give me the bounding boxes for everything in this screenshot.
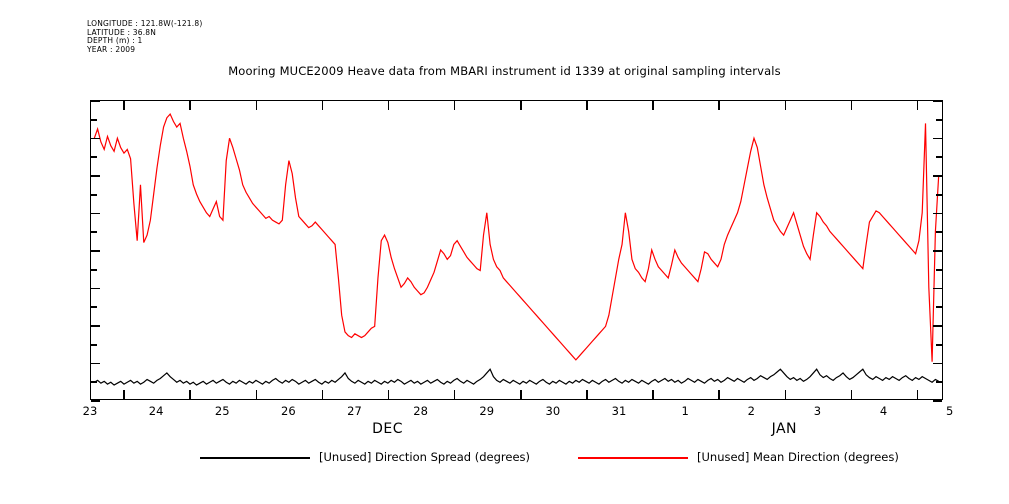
metadata-longitude: LONGITUDE : 121.8W(-121.8)	[87, 19, 203, 28]
y-axis-tick	[933, 100, 942, 102]
data-series-line	[94, 369, 938, 385]
x-axis-tick	[850, 101, 853, 110]
x-axis-tick-label: 4	[879, 404, 888, 418]
x-axis-tick	[520, 101, 522, 110]
x-axis-tick	[916, 101, 919, 110]
plot-area	[90, 100, 943, 402]
y-axis-minor-tick	[91, 156, 97, 159]
legend-label: [Unused] Mean Direction (degrees)	[697, 450, 899, 465]
y-axis-minor-tick	[936, 381, 942, 384]
x-axis-tick	[520, 390, 522, 399]
y-axis-tick	[91, 325, 100, 327]
x-axis-tick	[123, 390, 125, 399]
y-axis-tick	[91, 250, 100, 252]
x-axis-tick-label: 27	[347, 404, 362, 418]
x-axis-tick	[453, 390, 456, 399]
metadata-depth: DEPTH (m) : 1	[87, 36, 143, 46]
y-axis-tick	[91, 400, 100, 402]
y-axis-tick	[933, 287, 942, 290]
x-axis-tick-label: 3	[813, 404, 822, 418]
y-axis-minor-tick	[91, 268, 97, 271]
y-axis-minor-tick	[936, 118, 942, 121]
y-axis-tick	[933, 325, 942, 327]
x-axis-tick	[718, 390, 720, 399]
chart-title: Mooring MUCE2009 Heave data from MBARI i…	[228, 64, 781, 78]
x-axis-tick-label: 29	[479, 404, 495, 418]
x-axis-tick-label: 30	[545, 404, 561, 418]
x-axis-tick	[387, 390, 390, 399]
y-axis-minor-tick	[91, 193, 97, 196]
metadata-block: LONGITUDE : 121.8W(-121.8) LATITUDE : 36…	[87, 19, 203, 54]
legend-color-swatch	[200, 457, 310, 459]
y-axis-minor-tick	[91, 118, 97, 121]
chart-legend: [Unused] Direction Spread (degrees) [Unus…	[0, 447, 1009, 469]
legend-color-swatch	[578, 457, 688, 459]
y-axis-tick	[933, 400, 942, 402]
data-series-line	[94, 114, 938, 362]
y-axis-minor-tick	[936, 268, 942, 271]
y-axis-minor-tick	[91, 343, 97, 346]
legend-entry: [Unused] Direction Spread (degrees)	[200, 447, 530, 469]
y-axis-minor-tick	[91, 381, 97, 384]
metadata-latitude: LATITUDE : 36.8N	[87, 27, 157, 37]
y-axis-tick	[91, 212, 100, 215]
y-axis-minor-tick	[936, 231, 942, 234]
y-axis-tick	[933, 362, 942, 365]
y-axis-tick	[91, 362, 100, 365]
chart-canvas	[91, 101, 942, 399]
y-axis-tick	[91, 100, 100, 102]
x-axis-month-label: DEC	[372, 421, 403, 437]
y-axis-tick	[933, 137, 942, 140]
x-axis-tick	[652, 101, 654, 110]
x-axis-tick	[586, 390, 588, 399]
x-axis-tick-label: 5	[945, 404, 954, 418]
y-axis-tick	[91, 287, 100, 290]
x-axis-tick	[255, 390, 258, 399]
x-axis-tick	[321, 390, 324, 399]
x-axis-tick-label: 28	[413, 404, 428, 418]
x-axis-tick	[586, 101, 588, 110]
x-axis-tick-label: 24	[148, 404, 164, 418]
x-axis-tick	[784, 390, 787, 399]
x-axis-tick	[387, 101, 390, 110]
metadata-year: YEAR : 2009	[87, 44, 136, 54]
legend-entry: [Unused] Mean Direction (degrees)	[578, 447, 899, 469]
x-axis-tick-label: 25	[214, 404, 230, 418]
x-axis-tick	[850, 390, 853, 399]
x-axis-month-label: JAN	[771, 421, 798, 437]
x-axis-tick	[321, 101, 324, 110]
y-axis-tick	[933, 175, 942, 177]
x-axis-tick-label: 1	[681, 404, 689, 418]
y-axis-minor-tick	[936, 156, 942, 159]
x-axis-tick	[189, 390, 191, 399]
x-axis-tick	[453, 101, 456, 110]
x-axis-tick-label: 2	[747, 404, 755, 418]
x-axis-tick	[255, 101, 258, 110]
x-axis-tick-label: 23	[82, 404, 98, 418]
x-axis-tick-label: 31	[611, 404, 627, 418]
y-axis-minor-tick	[91, 306, 97, 309]
y-axis-tick	[933, 212, 942, 215]
y-axis-tick	[91, 137, 100, 140]
y-axis-tick	[933, 250, 942, 252]
x-axis-tick	[189, 101, 191, 110]
y-axis-minor-tick	[936, 193, 942, 196]
x-axis-tick-label: 26	[281, 404, 296, 418]
x-axis-tick	[916, 390, 919, 399]
x-axis-tick	[123, 101, 125, 110]
y-axis-minor-tick	[936, 306, 942, 309]
x-axis-tick	[652, 390, 654, 399]
legend-label: [Unused] Direction Spread (degrees)	[319, 450, 531, 465]
x-axis-tick	[784, 101, 787, 110]
y-axis-tick	[91, 175, 100, 177]
x-axis-tick	[718, 101, 720, 110]
y-axis-minor-tick	[936, 343, 942, 346]
y-axis-minor-tick	[91, 231, 97, 234]
